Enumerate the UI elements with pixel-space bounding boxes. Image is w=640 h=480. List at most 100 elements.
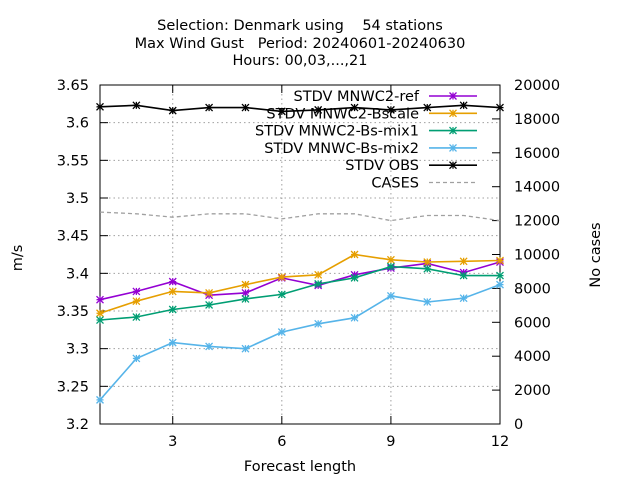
y-tick-label: 3.55 (57, 153, 89, 169)
y2-tick-label: 20000 (514, 78, 560, 94)
data-point (423, 103, 432, 112)
y-tick-label: 3.2 (66, 417, 89, 433)
data-point (314, 319, 323, 328)
legend-entry: STDV MNWC2-Bscale (266, 106, 477, 122)
data-point (350, 273, 359, 282)
data-point (314, 279, 323, 288)
y2-tick-label: 18000 (514, 112, 560, 128)
data-point (496, 280, 504, 289)
data-point (132, 101, 141, 110)
data-point (205, 342, 214, 351)
data-point (205, 288, 214, 297)
title-line: Selection: Denmark using 54 stations (157, 18, 443, 34)
series-line (99, 265, 500, 321)
x-tick-label: 12 (491, 434, 509, 450)
data-point (350, 103, 359, 112)
legend-marker (449, 92, 457, 100)
data-point (423, 258, 432, 266)
y2-tick-label: 10000 (514, 248, 560, 264)
data-point (96, 309, 104, 318)
legend-label: STDV MNWC2-Bs-mix1 (255, 124, 419, 140)
y-tick-label: 3.6 (66, 116, 89, 132)
data-point (241, 103, 250, 112)
series-cases (99, 211, 501, 222)
series-stdv-mnwc2-bs-mix1 (96, 262, 504, 324)
data-point (496, 256, 504, 265)
data-point (205, 103, 214, 112)
data-point (241, 288, 250, 297)
series-line (99, 211, 501, 222)
data-point (496, 271, 504, 280)
data-point (205, 301, 214, 309)
title-line: Max Wind Gust Period: 20240601-20240630 (135, 36, 466, 52)
legend-label: STDV OBS (345, 158, 419, 174)
data-point (314, 270, 323, 279)
x-tick-label: 6 (277, 434, 286, 450)
data-point (386, 105, 395, 114)
legend-marker (449, 161, 457, 170)
chart-title: Selection: Denmark using 54 stations Max … (135, 18, 466, 69)
data-point (168, 338, 177, 347)
legend-marker (449, 109, 457, 118)
data-point (168, 106, 177, 115)
series (96, 101, 504, 404)
legend-marker (449, 126, 457, 135)
y2-tick-label: 16000 (514, 146, 560, 162)
grid (100, 85, 500, 424)
data-point (241, 294, 250, 303)
legend-label: STDV MNWC2-Bscale (266, 106, 419, 122)
y2-axis-label: No cases (588, 222, 604, 287)
legend-entry: STDV MNWC2-Bs-mix1 (255, 124, 477, 140)
legend-entry: STDV MNWC-Bs-mix2 (264, 141, 477, 157)
legend-marker (449, 143, 457, 152)
data-point (96, 316, 104, 324)
data-point (277, 273, 286, 282)
legend-entry: CASES (371, 176, 477, 192)
legend-label: STDV MNWC-Bs-mix2 (264, 141, 419, 157)
data-point (459, 101, 468, 110)
x-tick-label: 9 (386, 434, 395, 450)
series-stdv-obs (96, 101, 504, 116)
data-point (277, 328, 286, 337)
y2-tick-label: 14000 (514, 180, 560, 196)
data-point (277, 290, 286, 299)
y-tick-label: 3.45 (57, 229, 89, 245)
y2-tick-label: 2000 (514, 383, 551, 399)
series-line (99, 253, 501, 315)
series-line (99, 261, 501, 301)
data-point (96, 395, 104, 404)
data-point (459, 271, 468, 280)
legend-label: STDV MNWC2-ref (294, 89, 420, 105)
series-stdv-mnwc2-ref (96, 258, 504, 304)
data-point (132, 287, 141, 296)
y-tick-label: 3.3 (66, 342, 89, 358)
data-point (241, 344, 250, 353)
y-tick-label: 3.5 (66, 191, 89, 207)
y-tick-label: 3.35 (57, 304, 89, 320)
data-point (496, 103, 504, 112)
y2-tick-label: 12000 (514, 214, 560, 230)
series-line (99, 104, 501, 113)
y-tick-label: 3.25 (57, 379, 89, 395)
data-point (423, 298, 432, 306)
legend-label: CASES (371, 176, 419, 192)
data-point (241, 280, 250, 289)
series-stdv-mnwc-bs-mix2 (96, 280, 504, 404)
data-point (314, 105, 323, 114)
data-point (168, 277, 177, 286)
data-point (132, 313, 141, 321)
data-point (168, 305, 177, 314)
y-tick-label: 3.65 (57, 78, 89, 94)
title-line: Hours: 00,03,...,21 (233, 53, 368, 69)
axes: 3.2 3.25 3.3 3.35 3.4 3.45 3.5 3.55 3.6 3.65 0 2000… (57, 78, 560, 450)
x-axis-label: Forecast length (244, 459, 356, 475)
data-point (277, 107, 286, 116)
data-point (459, 294, 468, 303)
data-point (350, 250, 359, 259)
data-point (350, 313, 359, 322)
data-point (96, 295, 104, 304)
data-point (386, 291, 395, 300)
series-stdv-mnwc2-bscale (96, 250, 504, 318)
